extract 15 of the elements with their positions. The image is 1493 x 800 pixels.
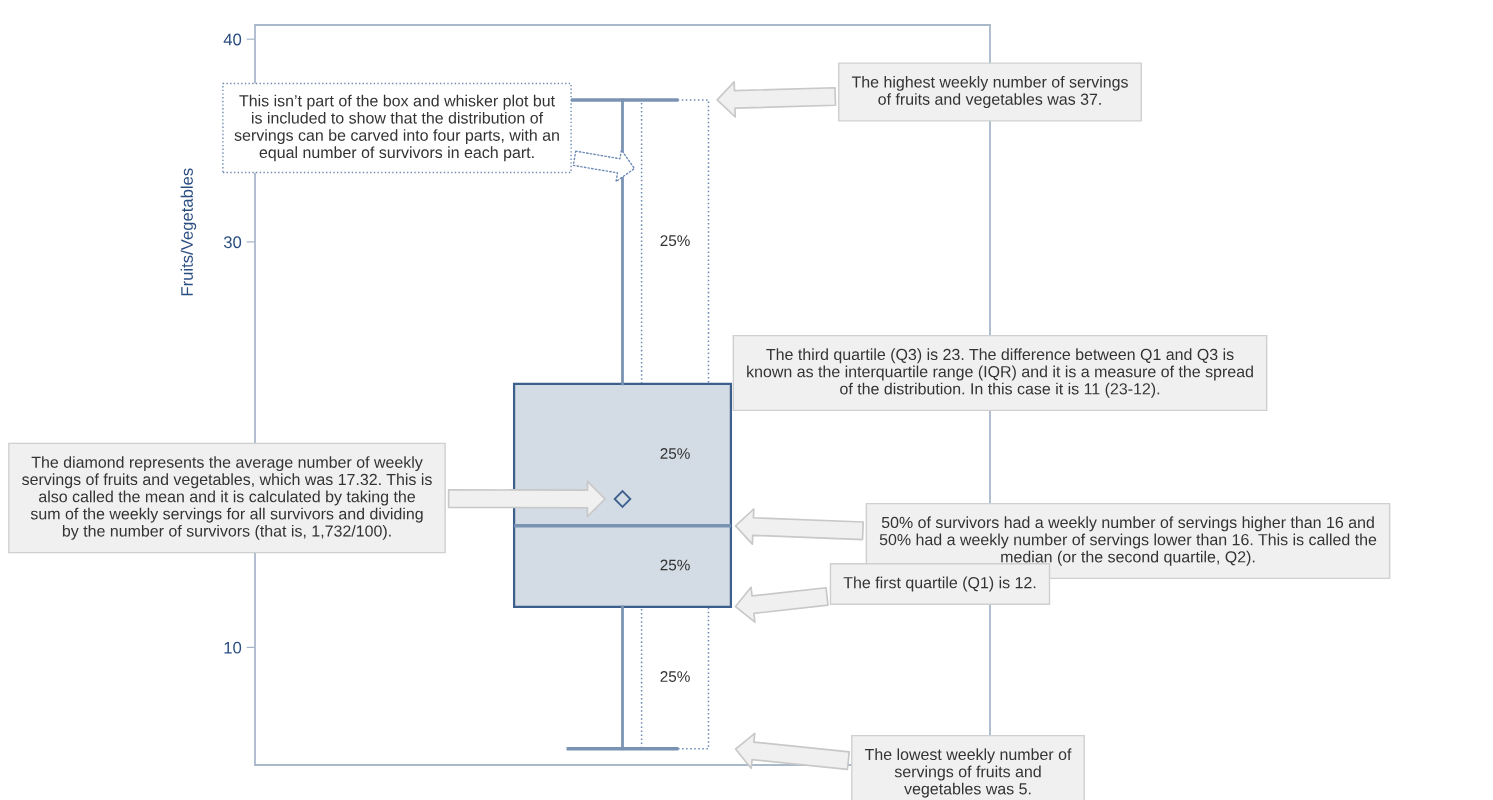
annotation: The first quartile (Q1) is 12. (843, 576, 1036, 592)
y-axis-title: Fruits/Vegetables (180, 168, 197, 296)
annotation: This isn’t part of the box and whisker plot but is included to show that the distribution of servings can be carved into four parts, with an equal number of survivors in each part. (234, 94, 559, 162)
annotation: 25% (660, 448, 690, 459)
y-tick-label: 10 (224, 641, 242, 654)
annotation: The lowest weekly number of servings of fruits and vegetables was 5. (864, 748, 1072, 798)
annotation: 25% (660, 559, 690, 571)
annotation: 25% (660, 671, 690, 682)
y-tick-label: 30 (223, 236, 242, 249)
annotation: The highest weekly number of servings of fruits and vegetables was 37. (851, 75, 1128, 109)
annotation: 50% of survivors had a weekly number of servings higher than 16 and 50% had a weekly number of servings lower than 16. This is called the median (or the second quartile, Q2). (879, 516, 1377, 566)
y-tick-label: 40 (223, 33, 242, 46)
text: The diamond represents the average number of weekly servings of fruits and vegetables, which was 17.32. This is also called the mean and it is calculated by taking the sum of the weekly servings for all survivors and dividing by the number of survivors (that is, 1,732/100). (22, 456, 432, 540)
annotation: 25% (660, 235, 690, 247)
annotation: The third quartile (Q3) is 23. The difference between Q1 and Q3 is known as the interquartile range (IQR) and it is a measure of the spread of the distribution. In this case it is 11 (23-12). (747, 348, 1253, 398)
